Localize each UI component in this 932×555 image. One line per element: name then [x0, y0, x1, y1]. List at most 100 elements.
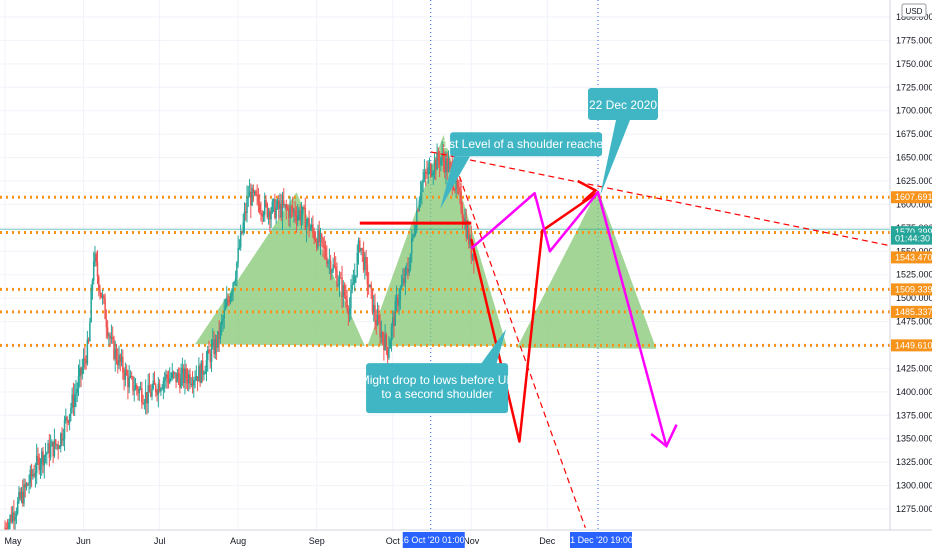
candle-body: [456, 178, 459, 188]
candle-body: [459, 187, 461, 192]
candle-body: [184, 368, 186, 384]
candle-body: [101, 295, 104, 298]
candle-body: [186, 378, 189, 384]
candle-body: [120, 356, 123, 362]
candle-body: [75, 392, 77, 396]
candle-body: [23, 484, 25, 504]
candle-body: [328, 260, 331, 262]
candle-body: [30, 469, 33, 477]
candle-body: [238, 247, 241, 249]
candle-body: [37, 455, 39, 458]
candle-body: [191, 383, 194, 386]
candle-body: [461, 210, 464, 219]
candle-body: [176, 373, 179, 383]
candle-body: [196, 376, 199, 382]
candle-body: [429, 163, 432, 176]
candle-body: [258, 203, 261, 213]
candle-body: [433, 160, 436, 173]
candle-body: [445, 158, 447, 173]
candle-body: [389, 341, 391, 349]
trend-line-lower: [455, 166, 586, 528]
candle-body: [144, 392, 147, 404]
candle-body: [414, 229, 417, 235]
candle-body: [232, 283, 234, 292]
candle-body: [181, 368, 184, 374]
pattern-shapes: [195, 135, 657, 349]
candle-body: [428, 163, 431, 168]
candle-body: [332, 264, 334, 271]
candle-body: [161, 388, 163, 390]
candle-body: [134, 385, 137, 390]
candle-body: [170, 377, 172, 379]
candle-body: [380, 332, 383, 338]
candle-body: [242, 222, 244, 233]
candle-body: [331, 270, 333, 274]
price-tick-label: 1525.000: [896, 270, 932, 280]
candle-body: [337, 284, 339, 287]
candle-body: [333, 264, 336, 268]
candle-body: [383, 339, 385, 350]
candle-body: [49, 446, 52, 458]
candle-body: [291, 207, 294, 212]
candle-body: [417, 210, 419, 212]
time-tick-label: Oct: [386, 536, 401, 546]
candle-body: [35, 455, 38, 473]
candle-body: [73, 395, 76, 408]
candle-body: [447, 162, 450, 172]
candle-body: [386, 347, 389, 358]
candle-body: [168, 378, 171, 383]
shoulder-triangle: [195, 192, 365, 346]
candle-body: [326, 256, 328, 265]
candle-body: [437, 152, 440, 161]
candle-body: [175, 372, 177, 383]
candle-body: [308, 218, 310, 231]
candle-body: [281, 200, 284, 218]
candle-body: [351, 284, 353, 291]
candle-body: [356, 252, 359, 276]
callout-box: [450, 132, 603, 157]
candle-body: [357, 240, 360, 253]
candle-body: [166, 374, 168, 379]
candle-body: [21, 491, 24, 504]
candle-body: [223, 310, 225, 319]
candle-body: [384, 334, 386, 350]
candle-body: [70, 407, 72, 415]
candle-body: [251, 188, 253, 206]
candle-body: [177, 373, 180, 378]
price-tick-label: 1425.000: [896, 363, 932, 373]
candle-body: [361, 247, 364, 251]
candle-body: [4, 527, 6, 529]
candle-body: [206, 349, 209, 361]
candle-body: [376, 314, 379, 326]
callout-box: [588, 88, 658, 121]
candle-body: [139, 388, 142, 390]
candle-body: [63, 420, 66, 439]
candle-body: [160, 389, 162, 392]
candle-body: [309, 228, 312, 231]
candle-body: [390, 326, 393, 342]
level-price-badge: [891, 283, 932, 296]
currency-label: USD: [906, 7, 923, 16]
candle-body: [118, 355, 120, 366]
price-tick-label: 1750.000: [896, 59, 932, 69]
callout-pointer: [600, 120, 630, 197]
candle-body: [262, 214, 265, 217]
time-axis[interactable]: May Jun Jul Aug Sep Oct Nov Dec 16 Oct '20 01:00…: [0, 529, 932, 550]
candle-body: [403, 278, 405, 283]
candle-body: [280, 203, 282, 218]
candle-body: [47, 443, 49, 454]
candle-body: [294, 210, 296, 217]
red-projection-path: [470, 191, 599, 443]
candle-body: [149, 392, 152, 397]
candle-body: [347, 308, 350, 315]
candle-body: [123, 372, 125, 380]
price-tick-label: 1325.000: [896, 457, 932, 467]
candle-body: [228, 300, 231, 303]
candle-body: [132, 376, 134, 391]
candle-body: [315, 240, 318, 248]
price-axis[interactable]: 1275.000 1300.000 1325.000 1350.000 1375.000…: [889, 0, 932, 530]
candle-body: [427, 167, 429, 175]
level-price-badge: [891, 191, 932, 204]
